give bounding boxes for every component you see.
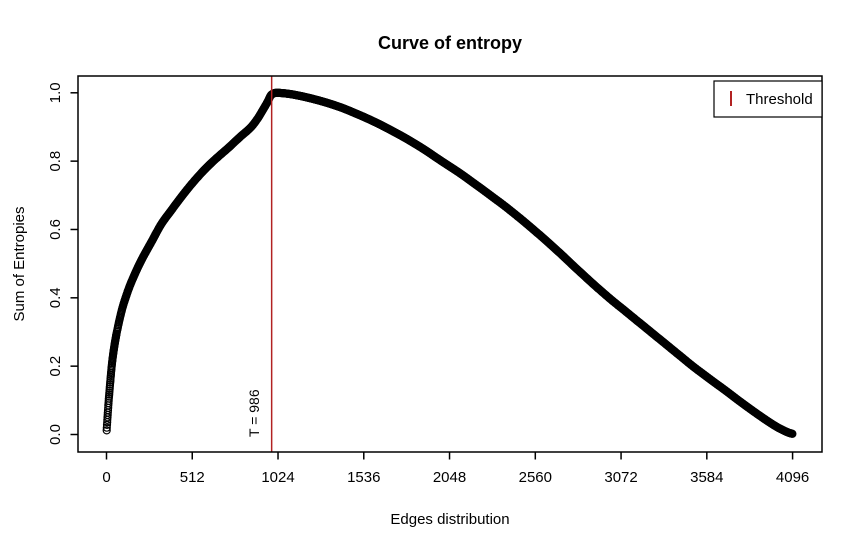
plot-box [77, 75, 823, 453]
legend: Threshold [713, 80, 823, 118]
data-point-marker [102, 423, 111, 432]
y-tick-label: 0.2 [47, 356, 64, 377]
y-tick-label: 0.6 [47, 219, 64, 240]
data-point-marker [788, 429, 797, 438]
entropy-curve-series [102, 88, 797, 438]
y-tick-label: 0.4 [47, 287, 64, 308]
chart-title: Curve of entropy [378, 33, 522, 53]
y-axis: 0.0 0.2 0.4 0.6 0.8 1.0 [47, 82, 78, 445]
y-axis-label: Sum of Entropies [11, 206, 28, 321]
x-axis: 0 512 1024 1536 2048 2560 3072 3584 4096 [102, 452, 809, 486]
x-tick-label: 3584 [690, 469, 723, 486]
x-tick-label: 1536 [347, 469, 380, 486]
x-axis-label: Edges distribution [390, 511, 509, 528]
y-tick-label: 1.0 [47, 82, 64, 103]
threshold-annotation: T = 986 [246, 389, 262, 437]
y-tick-label: 0.0 [47, 424, 64, 445]
x-tick-label: 0 [102, 469, 110, 486]
x-tick-label: 1024 [261, 469, 294, 486]
data-point-marker [102, 426, 111, 435]
x-tick-label: 3072 [604, 469, 637, 486]
x-tick-label: 512 [180, 469, 205, 486]
x-tick-label: 2560 [519, 469, 552, 486]
y-tick-label: 0.8 [47, 151, 64, 172]
x-tick-label: 2048 [433, 469, 466, 486]
x-tick-label: 4096 [776, 469, 809, 486]
legend-label: Threshold [746, 91, 813, 108]
